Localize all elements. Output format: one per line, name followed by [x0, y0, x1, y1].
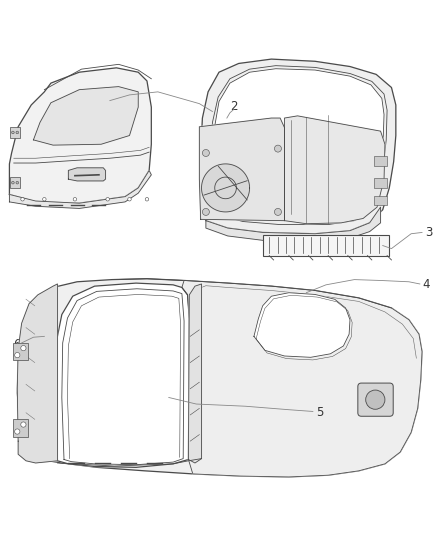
Bar: [374, 179, 387, 188]
Polygon shape: [10, 68, 151, 203]
Text: 2: 2: [230, 100, 238, 113]
Polygon shape: [33, 87, 138, 145]
Circle shape: [42, 198, 46, 201]
Text: 4: 4: [423, 278, 430, 292]
Bar: [374, 196, 387, 205]
Circle shape: [73, 198, 77, 201]
Polygon shape: [55, 283, 189, 467]
Polygon shape: [254, 293, 350, 357]
Polygon shape: [182, 280, 422, 477]
Polygon shape: [17, 279, 422, 477]
Polygon shape: [199, 118, 285, 221]
Bar: [11, 177, 20, 188]
Text: 6: 6: [14, 338, 21, 351]
Circle shape: [14, 429, 20, 434]
Polygon shape: [188, 284, 201, 463]
Circle shape: [16, 181, 18, 184]
Circle shape: [145, 198, 149, 201]
Polygon shape: [285, 116, 385, 224]
FancyBboxPatch shape: [358, 383, 393, 416]
Circle shape: [202, 149, 209, 157]
Circle shape: [16, 131, 18, 134]
Circle shape: [275, 145, 282, 152]
Polygon shape: [201, 164, 250, 212]
Polygon shape: [201, 59, 396, 234]
Bar: [11, 127, 20, 138]
Polygon shape: [10, 171, 151, 208]
Bar: [13, 343, 28, 360]
Circle shape: [12, 131, 14, 134]
Circle shape: [21, 422, 26, 427]
Circle shape: [128, 198, 131, 201]
Circle shape: [14, 352, 20, 358]
Polygon shape: [215, 69, 384, 140]
Polygon shape: [68, 168, 106, 181]
Circle shape: [21, 198, 24, 201]
Text: 5: 5: [316, 406, 323, 419]
Circle shape: [106, 198, 110, 201]
Text: 1: 1: [217, 106, 224, 119]
Bar: [13, 419, 28, 437]
Bar: [374, 157, 387, 166]
Circle shape: [21, 345, 26, 351]
Circle shape: [202, 208, 209, 215]
Circle shape: [12, 181, 14, 184]
Bar: [263, 235, 389, 256]
Polygon shape: [17, 284, 57, 463]
Polygon shape: [206, 207, 381, 241]
Circle shape: [275, 208, 282, 215]
Text: 3: 3: [425, 226, 432, 239]
Circle shape: [366, 390, 385, 409]
